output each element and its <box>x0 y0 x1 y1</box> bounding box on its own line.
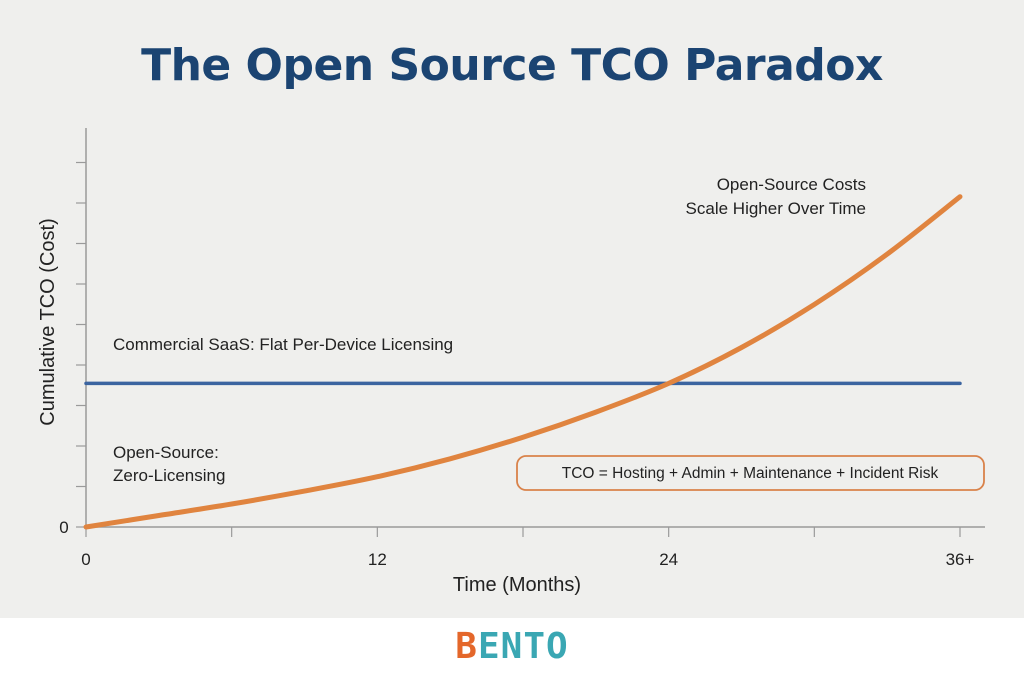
saas-annotation: Commercial SaaS: Flat Per-Device Licensi… <box>113 335 453 354</box>
x-tick-label: 36+ <box>946 550 975 569</box>
x-tick-label: 24 <box>659 550 678 569</box>
bento-logo: BENTO <box>0 623 1024 671</box>
logo-letter-b: B <box>455 626 478 667</box>
x-tick-label: 0 <box>81 550 90 569</box>
x-tick-labels: 0 12 24 36+ <box>81 550 974 569</box>
oss-annotation-line1: Open-Source: <box>113 443 219 462</box>
y-tick-label-0: 0 <box>59 518 68 537</box>
formula-text: TCO = Hosting + Admin + Maintenance + In… <box>562 465 939 482</box>
x-tick-label: 12 <box>368 550 387 569</box>
footer <box>0 618 1024 683</box>
x-tick-marks <box>85 527 961 537</box>
x-axis-label: Time (Months) <box>453 574 581 596</box>
oss-annotation-line2: Zero-Licensing <box>113 466 225 485</box>
logo-letters-rest: ENTO <box>477 626 569 667</box>
y-axis-label: Cumulative TCO (Cost) <box>37 218 59 425</box>
scale-annotation-line1: Open-Source Costs <box>717 175 866 194</box>
formula-box <box>516 455 985 491</box>
scale-annotation-line2: Scale Higher Over Time <box>686 199 866 218</box>
chart-title: The Open Source TCO Paradox <box>141 40 883 91</box>
y-tick-marks <box>76 161 86 528</box>
chart-plot: 0 12 24 36+ 0 Time (Months) Cumulative TCO … <box>37 128 985 596</box>
series-layer <box>83 194 963 530</box>
open-source-cost-curve <box>83 194 963 530</box>
